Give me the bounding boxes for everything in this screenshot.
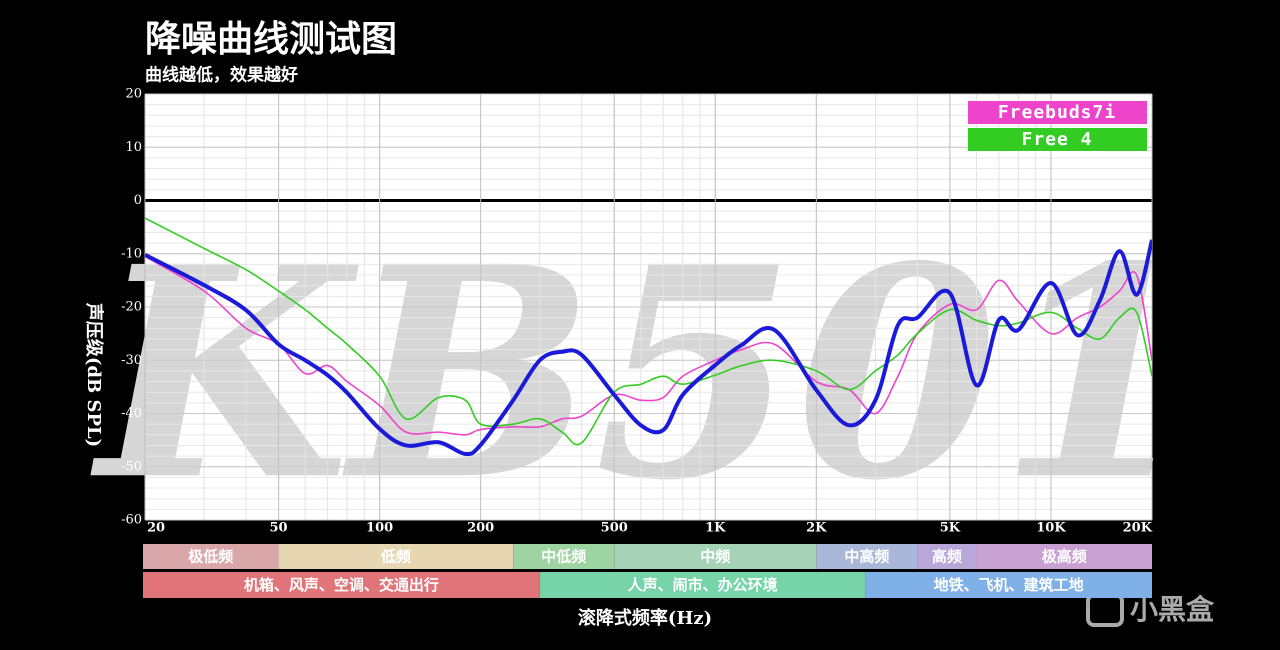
logo-icon bbox=[1086, 593, 1124, 627]
frequency-band bbox=[278, 544, 514, 569]
y-tick-label: 10 bbox=[125, 140, 142, 155]
band-label: 中频 bbox=[700, 548, 730, 566]
series-line bbox=[145, 239, 1152, 457]
y-tick-label: -10 bbox=[121, 246, 142, 261]
y-tick-label: -30 bbox=[121, 353, 142, 368]
legend-swatch bbox=[968, 128, 1147, 151]
frequency-band bbox=[143, 572, 540, 598]
x-tick-label: 2K bbox=[806, 521, 827, 536]
frequency-band bbox=[865, 572, 1152, 598]
band-label: 低频 bbox=[380, 548, 411, 566]
y-tick-label: -40 bbox=[121, 406, 142, 421]
band-label: 地铁、飞机、建筑工地 bbox=[934, 576, 1084, 594]
y-axis-label: 声压级(dB SPL) bbox=[83, 302, 105, 447]
x-tick-label: 100 bbox=[366, 521, 393, 536]
watermark: KB501 bbox=[88, 204, 1200, 544]
y-tick-label: 0 bbox=[134, 193, 142, 208]
legend-label: Freebuds7i bbox=[998, 102, 1116, 123]
frequency-band bbox=[917, 544, 977, 569]
y-tick-label: -60 bbox=[121, 513, 142, 528]
band-label: 中低频 bbox=[541, 548, 586, 566]
frequency-band bbox=[143, 544, 279, 569]
series-group bbox=[145, 217, 1152, 457]
x-tick-label: 200 bbox=[467, 521, 494, 536]
y-tick-label: -50 bbox=[121, 459, 142, 474]
legend-swatch bbox=[968, 101, 1147, 124]
legend-label: Free 4 bbox=[1021, 129, 1092, 150]
logo: 小黑盒 bbox=[1086, 593, 1215, 627]
x-tick-label: 10K bbox=[1036, 521, 1066, 536]
band-label: 高频 bbox=[932, 548, 962, 566]
x-tick-label: 20 bbox=[147, 521, 165, 536]
band-label: 人声、闹市、办公环境 bbox=[628, 576, 778, 594]
x-tick-label: 5K bbox=[940, 521, 961, 536]
band-label: 机箱、风声、空调、交通出行 bbox=[244, 576, 439, 594]
x-tick-label: 20K bbox=[1123, 521, 1153, 536]
frequency-band bbox=[614, 544, 817, 569]
band-label: 中高频 bbox=[844, 548, 889, 566]
x-tick-label: 1K bbox=[705, 521, 726, 536]
x-axis-label: 滚降式频率(Hz) bbox=[578, 607, 712, 629]
frequency-band bbox=[816, 544, 918, 569]
y-tick-label: 20 bbox=[125, 87, 142, 102]
chart-title: 降噪曲线测试图 bbox=[145, 18, 397, 60]
frequency-band bbox=[539, 572, 866, 598]
series-line bbox=[145, 217, 1152, 446]
chart-subtitle: 曲线越低，效果越好 bbox=[145, 65, 298, 86]
band-label: 极高频 bbox=[1042, 548, 1087, 566]
band-label: 极低频 bbox=[188, 548, 233, 566]
x-tick-label: 50 bbox=[270, 521, 288, 536]
frequency-band bbox=[976, 544, 1152, 569]
frequency-band bbox=[513, 544, 615, 569]
y-tick-label: -20 bbox=[121, 300, 142, 315]
x-tick-label: 500 bbox=[601, 521, 628, 536]
series-line bbox=[145, 255, 1152, 436]
logo-text: 小黑盒 bbox=[1130, 593, 1215, 626]
